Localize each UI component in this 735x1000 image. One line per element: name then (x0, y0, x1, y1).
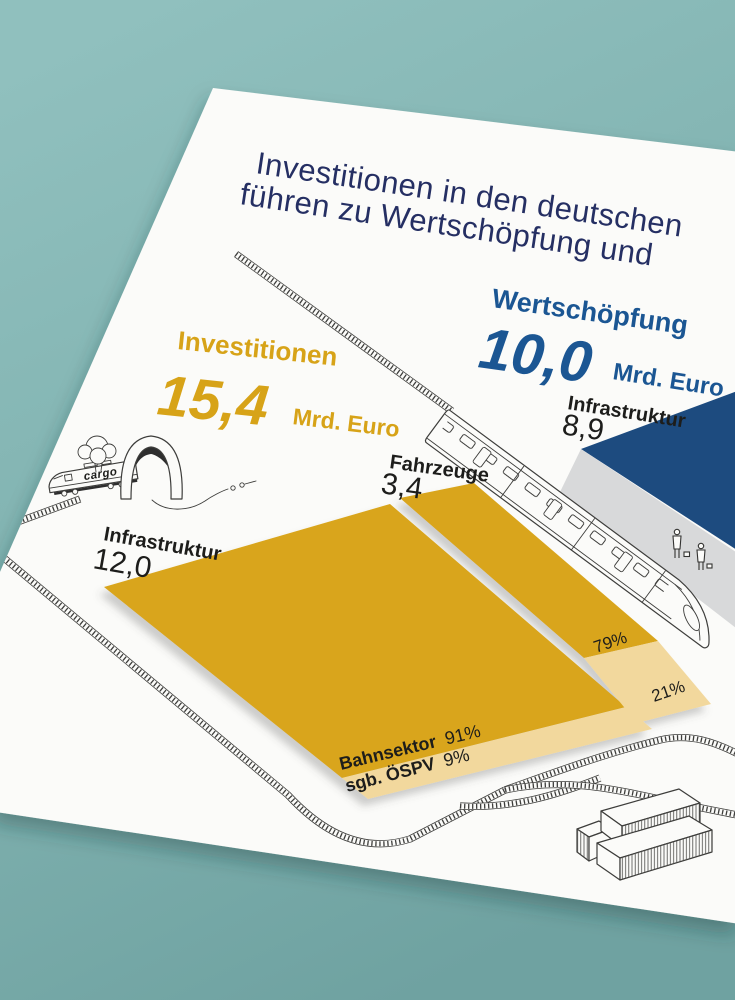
investment-oespv-band (342, 707, 652, 799)
freight-locomotive: cargo (48, 459, 139, 497)
cargo-train-illustration: cargo (48, 435, 257, 510)
train-windshield (683, 604, 700, 632)
wertschoepfung-value: 10,0 (475, 316, 596, 396)
station-platform (560, 449, 735, 628)
tree-icon (77, 435, 117, 473)
cargo-label: cargo (83, 466, 118, 483)
wertschoepfung-infrastruktur-value: 8,9 (560, 408, 606, 447)
train-door (614, 551, 633, 573)
train-door (472, 446, 492, 468)
investment-infrastruktur-area (104, 504, 626, 778)
tunnel-opening (134, 446, 169, 470)
investment-fahrzeuge-21-area (584, 641, 711, 723)
fahrzeuge-value: 3,4 (379, 467, 425, 505)
tunnel-arch (120, 435, 183, 500)
investitionen-value: 15,4 (155, 363, 272, 438)
ice-train-illustration (424, 409, 710, 649)
wire-end (244, 480, 257, 485)
cargo-containers-illustration (576, 788, 713, 881)
wertschoepfung-infrastruktur-area (581, 390, 735, 552)
investment-fahrzeuge-area (400, 483, 658, 658)
train-door (543, 499, 563, 520)
wire-loop-icon (239, 482, 245, 488)
wire-squiggle (151, 488, 229, 510)
passengers-on-platform (672, 528, 713, 570)
wire-loop-icon (230, 485, 236, 491)
